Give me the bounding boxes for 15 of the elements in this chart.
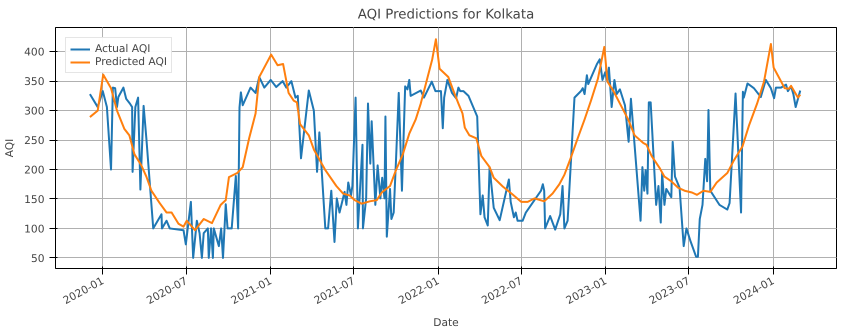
y-tick-label: 300 xyxy=(24,104,45,118)
chart-title: AQI Predictions for Kolkata xyxy=(358,8,534,22)
line-series xyxy=(88,38,802,232)
y-tick-label: 250 xyxy=(24,134,45,148)
y-tick-label: 100 xyxy=(24,222,45,236)
y-tick-label: 200 xyxy=(24,164,45,177)
y-tick-label: 400 xyxy=(24,46,45,59)
y-tick-label: 150 xyxy=(24,192,45,206)
y-axis-title: AQI xyxy=(3,138,16,158)
legend-label: Predicted AQI xyxy=(95,55,168,68)
y-tick-label: 350 xyxy=(24,75,45,88)
line-series xyxy=(88,58,802,259)
x-axis-title: Date xyxy=(433,316,459,329)
legend-label: Actual AQI xyxy=(95,42,150,55)
y-tick-label: 50 xyxy=(30,252,45,265)
